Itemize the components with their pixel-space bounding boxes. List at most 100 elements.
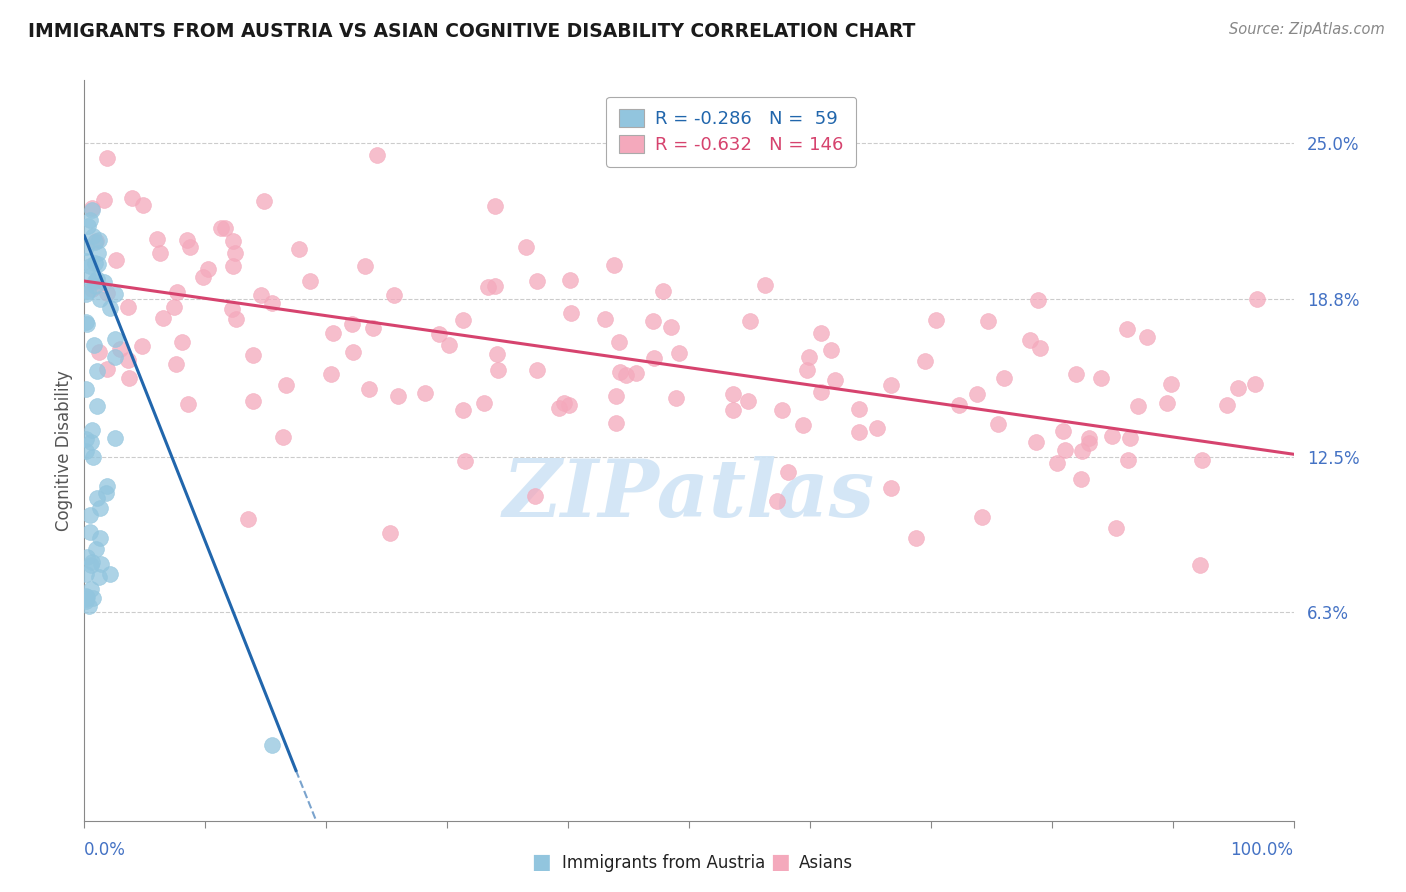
Point [977, 313, 1000, 327]
Point [1090, 371, 1112, 385]
Point [165, 357, 187, 371]
Point [451, 313, 474, 327]
Point [89, 233, 111, 247]
Point [824, 373, 846, 387]
Point [83, 338, 105, 352]
Point [262, 296, 284, 310]
Point [224, 245, 246, 260]
Point [1216, 398, 1239, 412]
Point [104, 287, 127, 301]
Point [603, 258, 626, 272]
Point [96, 362, 118, 376]
Point [80, 434, 103, 449]
Point [526, 274, 548, 288]
Point [75, 286, 97, 301]
Point [485, 347, 508, 361]
Point [98, 301, 121, 315]
Point [75, 382, 97, 396]
Point [80, 282, 103, 296]
Point [560, 306, 582, 320]
Point [319, 367, 342, 381]
Point [276, 378, 298, 392]
Point [799, 350, 821, 364]
Point [75, 591, 97, 606]
Point [83, 279, 105, 293]
Point [879, 481, 901, 495]
Point [1246, 292, 1268, 306]
Point [605, 417, 627, 431]
Point [987, 417, 1010, 432]
Point [1052, 424, 1074, 438]
Text: ZIPatlas: ZIPatlas [503, 456, 875, 533]
Point [484, 199, 506, 213]
Point [607, 334, 630, 349]
Point [477, 280, 499, 294]
Point [624, 367, 647, 381]
Point [89, 292, 111, 306]
Point [558, 398, 581, 412]
Point [96, 285, 118, 300]
Point [776, 465, 799, 479]
Point [93, 193, 115, 207]
Point [86, 542, 108, 557]
Point [82, 228, 104, 243]
Point [163, 300, 186, 314]
Point [299, 274, 322, 288]
Point [993, 371, 1015, 385]
Point [652, 284, 675, 298]
Point [79, 508, 101, 522]
Point [89, 531, 111, 545]
Point [879, 378, 901, 392]
Point [1116, 453, 1139, 467]
Point [643, 313, 665, 327]
Point [1191, 453, 1213, 467]
Point [1070, 472, 1092, 486]
Point [222, 259, 245, 273]
Point [721, 402, 744, 417]
Point [848, 425, 870, 440]
Point [104, 252, 127, 267]
Point [76, 550, 98, 565]
Point [659, 319, 682, 334]
Point [357, 382, 380, 396]
Point [548, 401, 571, 416]
Point [765, 494, 787, 508]
Point [1070, 444, 1092, 458]
Point [614, 368, 637, 383]
Text: 0.0%: 0.0% [84, 841, 127, 859]
Point [79, 259, 101, 273]
Point [1019, 333, 1042, 347]
Point [75, 593, 97, 607]
Point [225, 311, 247, 326]
Point [664, 392, 686, 406]
Point [86, 272, 108, 286]
Point [972, 510, 994, 524]
Point [1160, 376, 1182, 391]
Point [948, 398, 970, 412]
Point [924, 313, 946, 327]
Point [1156, 396, 1178, 410]
Point [453, 454, 475, 468]
Point [75, 589, 97, 603]
Point [82, 591, 104, 605]
Point [1025, 434, 1047, 449]
Point [810, 326, 832, 341]
Point [98, 566, 121, 581]
Point [242, 348, 264, 362]
Point [84, 256, 107, 270]
Point [472, 396, 495, 410]
Point [1105, 521, 1128, 535]
Text: Immigrants from Austria: Immigrants from Austria [562, 855, 766, 872]
Point [366, 147, 388, 161]
Text: 100.0%: 100.0% [1230, 841, 1294, 859]
Point [80, 424, 103, 438]
Point [515, 240, 537, 254]
Point [738, 314, 761, 328]
Point [609, 366, 631, 380]
Point [75, 432, 97, 446]
Point [96, 151, 118, 165]
Point [1101, 429, 1123, 443]
Point [796, 363, 818, 377]
Point [486, 363, 509, 377]
Point [1115, 321, 1137, 335]
